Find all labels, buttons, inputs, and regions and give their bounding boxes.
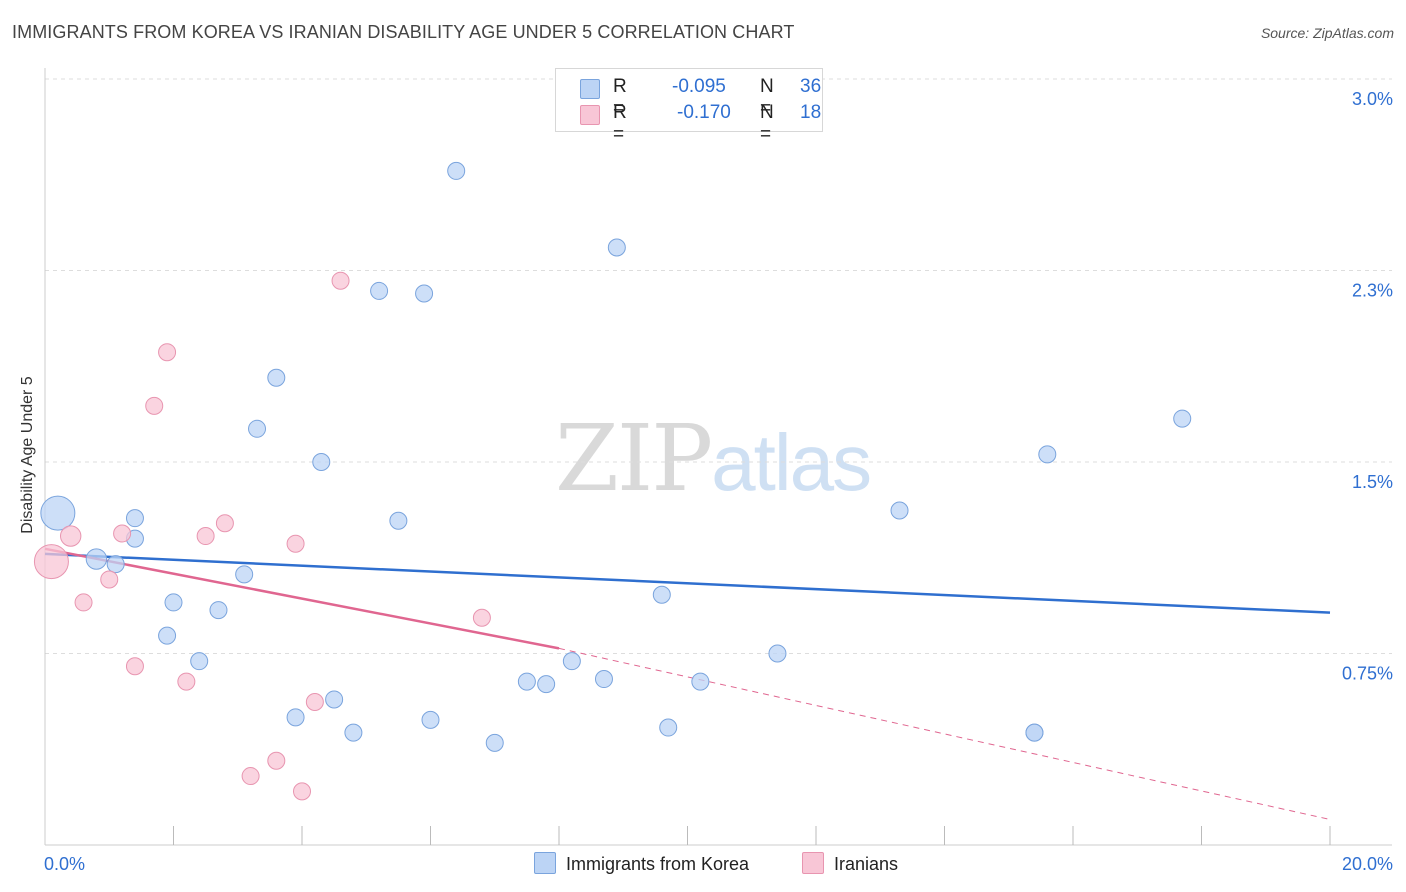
bottom-legend-swatch-iranians: [802, 852, 824, 874]
korea-point: [125, 509, 144, 528]
korea-point: [325, 690, 344, 709]
y-tick-label: 2.3%: [1352, 281, 1393, 301]
legend-r-value: -0.095: [672, 76, 726, 97]
source-credit: Source: ZipAtlas.com: [1260, 25, 1394, 41]
korea-point: [421, 710, 440, 729]
korea-point: [370, 281, 389, 300]
korea-point: [312, 453, 331, 471]
iranian-point: [196, 527, 215, 546]
korea-point: [485, 733, 504, 752]
iranian-point: [331, 271, 350, 290]
korea-point: [1025, 723, 1044, 742]
korea-point: [691, 672, 710, 691]
bottom-legend-label-korea: Immigrants from Korea: [566, 854, 750, 874]
trend-lines: [44, 547, 1331, 820]
korea-point: [40, 495, 76, 531]
iranian-point: [125, 657, 144, 676]
correlation-legend: R = -0.095 N = 36 R = -0.170 N = 18: [555, 68, 823, 145]
bottom-legend-korea: Immigrants from Korea: [534, 852, 749, 875]
korea-point: [537, 675, 556, 694]
iranian-point: [145, 396, 164, 415]
iranian-point: [74, 593, 93, 612]
legend-r-label: R =: [613, 102, 627, 145]
legend-swatch-iranians: [580, 105, 600, 125]
korea-point: [768, 644, 787, 663]
korea-point: [447, 161, 466, 180]
bottom-legend-iranians: Iranians: [802, 852, 898, 875]
korea-point: [235, 565, 254, 584]
korea-point: [267, 368, 286, 387]
iranian-point: [286, 534, 305, 553]
korea-point: [652, 585, 671, 604]
iranian-point: [267, 751, 286, 770]
legend-n-label: N =: [760, 76, 774, 119]
y-axis-label: Disability Age Under 5: [19, 376, 36, 534]
data-points: [33, 161, 1192, 801]
korea-point: [607, 238, 626, 257]
korea-point: [890, 501, 909, 520]
y-tick-label: 1.5%: [1352, 472, 1393, 492]
iranian-point: [305, 693, 324, 712]
iranian-point: [241, 767, 260, 786]
korea-point: [594, 670, 613, 689]
korea-point: [389, 511, 408, 530]
korea-point: [209, 601, 228, 620]
legend-swatch-korea: [580, 79, 600, 99]
iranian-point: [100, 570, 119, 589]
iranian-point: [113, 524, 132, 543]
tick-labels: 3.0% 2.3% 1.5% 0.75% 0.0% 20.0%: [44, 89, 1393, 874]
legend-n-value: 18: [800, 102, 822, 123]
korea-point: [415, 284, 434, 303]
bottom-legend-label-iranians: Iranians: [834, 854, 899, 874]
x-tick-label: 0.0%: [44, 854, 85, 874]
legend-r-value: -0.170: [677, 102, 731, 123]
legend-r-label: R =: [613, 76, 627, 119]
iranian-point: [177, 672, 196, 691]
iranian-point: [33, 544, 69, 580]
korea-point: [85, 548, 108, 570]
korea-point: [158, 626, 177, 645]
iranian-point: [293, 782, 311, 801]
y-tick-label: 0.75%: [1342, 664, 1393, 684]
iranian-trend-line: [44, 547, 560, 650]
legend-n-value: 36: [800, 76, 822, 97]
korea-point: [1173, 409, 1192, 428]
chart-title: IMMIGRANTS FROM KOREA VS IRANIAN DISABIL…: [12, 22, 795, 42]
iranian-point: [158, 343, 177, 362]
korea-point: [517, 672, 536, 691]
korea-point: [164, 593, 183, 612]
x-tick-label: 20.0%: [1342, 854, 1393, 874]
legend-n-label: N =: [760, 102, 774, 145]
iranian-point: [59, 525, 82, 547]
korea-point: [1038, 445, 1057, 464]
korea-point: [286, 708, 305, 727]
axes: [44, 68, 1392, 846]
y-tick-label: 3.0%: [1352, 89, 1393, 109]
iranian-trend-extension: [558, 647, 1331, 820]
korea-point: [659, 718, 678, 737]
korea-point: [106, 555, 125, 574]
korea-trend-line: [44, 552, 1331, 614]
korea-point: [344, 723, 363, 742]
watermark-zip: ZIP: [555, 405, 713, 512]
korea-point: [562, 652, 581, 671]
iranian-point: [215, 514, 234, 533]
iranian-point: [472, 608, 491, 627]
bottom-legend-swatch-korea: [534, 852, 556, 874]
korea-point: [190, 652, 209, 671]
korea-point: [248, 419, 267, 438]
